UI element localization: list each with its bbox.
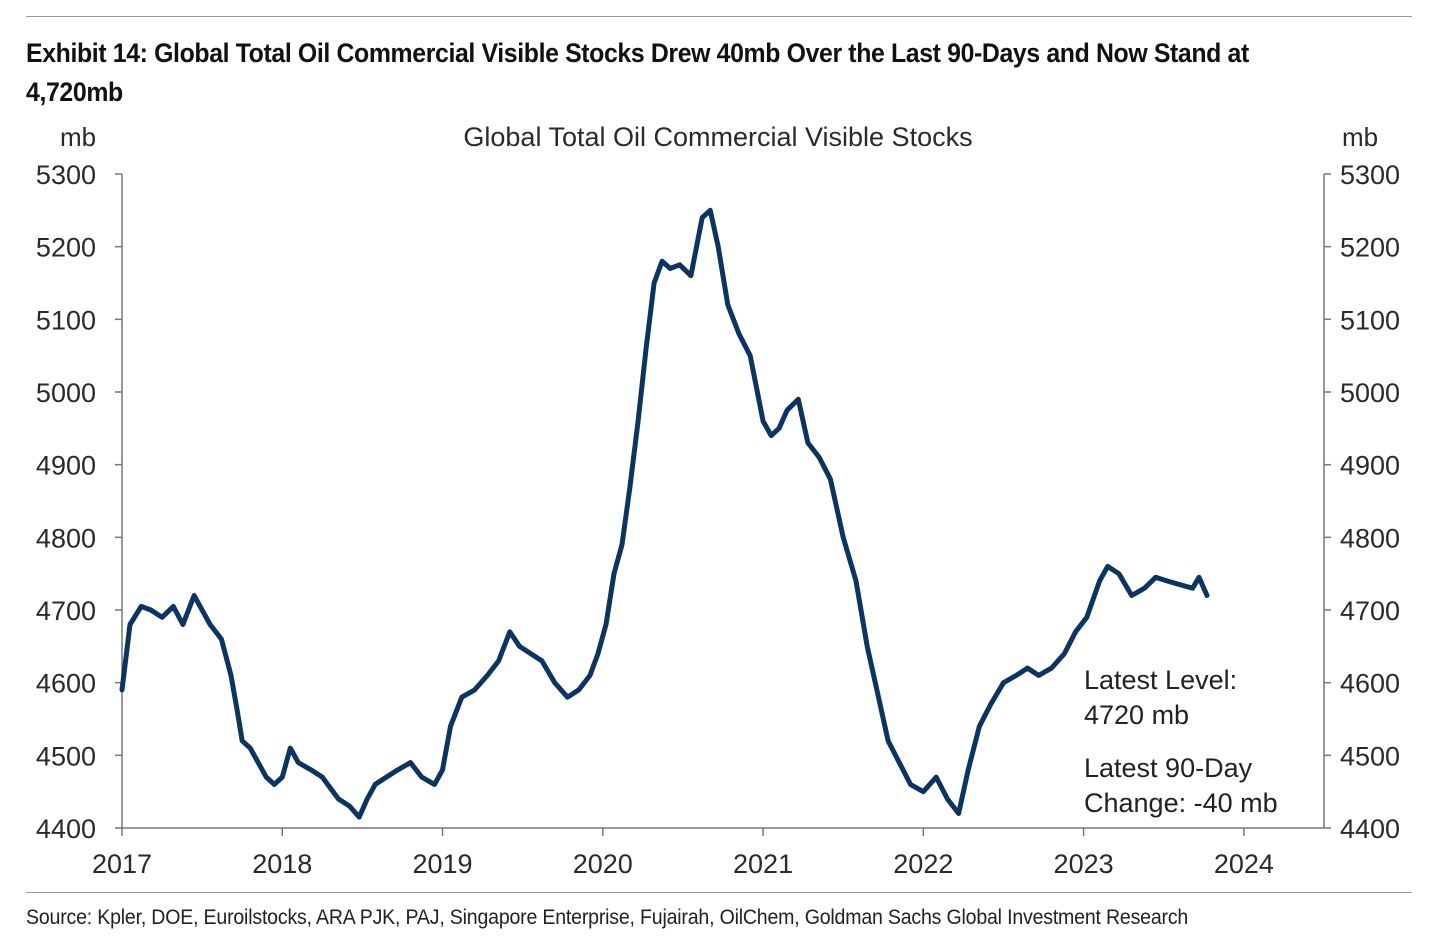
left-y-tick-label: 4500 [36,741,96,771]
right-y-tick-label: 4600 [1340,669,1400,699]
annotation-latest-level-label: Latest Level: [1084,665,1237,695]
x-tick-label: 2018 [252,849,312,879]
x-tick-label: 2020 [573,849,633,879]
annotation-90day-change-label: Latest 90-Day [1084,753,1253,783]
left-y-tick-label: 4900 [36,451,96,481]
x-tick-label: 2023 [1054,849,1114,879]
left-y-tick-label: 5100 [36,305,96,335]
left-y-tick-label: 4600 [36,669,96,699]
x-tick-label: 2021 [733,849,793,879]
right-y-tick-label: 5200 [1340,233,1400,263]
right-y-tick-label: 4500 [1340,741,1400,771]
left-y-tick-label: 5200 [36,233,96,263]
x-tick-label: 2019 [412,849,472,879]
right-y-tick-label: 5100 [1340,305,1400,335]
top-rule [26,16,1412,17]
series-line-global-stocks [119,207,1210,820]
left-y-tick-label: 4700 [36,596,96,626]
annotation-90day-change-value: Change: -40 mb [1084,788,1278,818]
right-y-tick-label: 4800 [1340,523,1400,553]
left-y-tick-label: 4800 [36,523,96,553]
annotation-latest-level-value: 4720 mb [1084,700,1189,730]
exhibit-title: Exhibit 14: Global Total Oil Commercial … [26,38,1249,107]
right-y-tick-label: 5300 [1340,160,1400,190]
bottom-rule [26,892,1412,893]
chart-title: Global Total Oil Commercial Visible Stoc… [463,122,972,152]
x-tick-label: 2017 [92,849,152,879]
left-axis-unit: mb [60,122,96,152]
x-tick-label: 2024 [1214,849,1274,879]
x-tick-label: 2022 [893,849,953,879]
left-y-tick-label: 4400 [36,814,96,844]
left-y-tick-label: 5000 [36,378,96,408]
right-axis-unit: mb [1342,122,1378,152]
left-y-tick-label: 5300 [36,160,96,190]
right-y-tick-label: 5000 [1340,378,1400,408]
right-y-tick-label: 4700 [1340,596,1400,626]
right-y-tick-label: 4900 [1340,451,1400,481]
right-y-tick-label: 4400 [1340,814,1400,844]
source-note: Source: Kpler, DOE, Euroilstocks, ARA PJ… [26,906,1189,929]
